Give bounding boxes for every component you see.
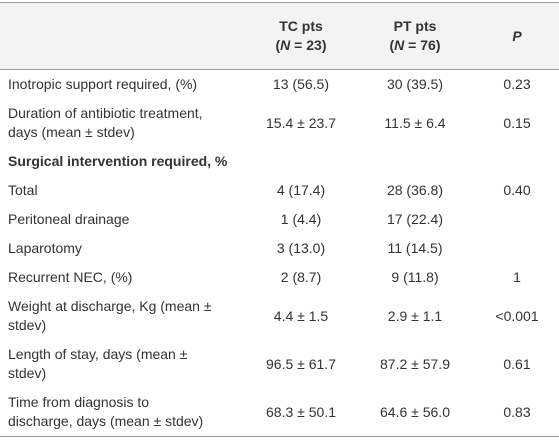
header-cell (0, 2, 245, 70)
column-title: PT pts (393, 18, 437, 34)
empty-cell (473, 234, 559, 263)
column-n: ( (275, 37, 281, 53)
header-cell: PT pts (N = 76) (355, 2, 473, 70)
row-label: Total (0, 176, 245, 205)
row-label-line: stdev) (8, 365, 47, 381)
column-n: N (394, 37, 405, 53)
cell-value: 68.3 ± 50.1 (245, 388, 355, 437)
row-label-line: Inotropic support required, (%) (8, 76, 198, 92)
cell-value: 2 (8.7) (280, 269, 322, 285)
cell-value: 0.15 (503, 114, 531, 131)
table-body: Inotropic support required, (%) 13 (56.5)… (0, 70, 559, 437)
table-row: Weight at discharge, Kg (mean ± stdev) 4.4… (0, 292, 559, 340)
cell-value: 11 (14.5) (387, 240, 443, 256)
row-label-line: days (mean ± stdev) (8, 124, 135, 140)
table-row: Peritoneal drainage 1 (4.4) 17 (22.4) (0, 205, 559, 234)
cell-value: 15.4 ± 23.7 (266, 114, 336, 131)
cell-value: 1 (513, 269, 521, 285)
cell-value: 1 (4.4) (280, 211, 322, 227)
cell-value: 11.5 ± 6.4 (384, 114, 446, 131)
column-n: = 23) (290, 37, 327, 53)
header-cell: TC pts (N = 23) (245, 2, 355, 70)
table-row: Total 4 (17.4) 28 (36.8) 0.40 (0, 176, 559, 205)
header-row: TC pts (N = 23) PT pts (N = 76) P (0, 2, 559, 70)
cell-value: 87.2 ± 57.9 (380, 355, 450, 372)
column-n: ( (389, 37, 395, 53)
row-label-line: discharge, days (mean ± stdev) (8, 413, 204, 429)
row-label: Length of stay, days (mean ± stdev) (0, 340, 245, 388)
row-label: Laparotomy (0, 234, 245, 263)
cell-value: 64.6 ± 56.0 (355, 388, 473, 437)
column-title: TC pts (279, 18, 323, 34)
table-row: Surgical intervention required, % (0, 147, 559, 176)
row-label-line: Recurrent NEC, (%) (8, 269, 133, 285)
cell-value: 13 (56.5) (272, 76, 330, 92)
cell-value: 9 (11.8) (391, 269, 439, 285)
table-row: Duration of antibiotic treatment, days (m… (0, 99, 559, 147)
row-label-line: Total (8, 182, 38, 198)
header-cell: P (473, 2, 559, 70)
row-label-line: Laparotomy (8, 240, 82, 256)
row-label-line: stdev) (8, 317, 47, 333)
cell-value: 4.4 ± 1.5 (273, 307, 329, 324)
cell-value: 0.23 (503, 76, 531, 92)
table-row: Length of stay, days (mean ± stdev) 96.5 ±… (0, 340, 559, 388)
table-row: Laparotomy 3 (13.0) 11 (14.5) (0, 234, 559, 263)
cell-value: 0.40 (503, 182, 531, 198)
cell-value: 4 (17.4) (276, 182, 326, 198)
row-label: Duration of antibiotic treatment, days (m… (0, 99, 245, 147)
row-label-line: Weight at discharge, Kg (mean ± (8, 298, 212, 314)
cell-value: 3 (13.0) (276, 240, 326, 256)
cell-value: <0.001 (495, 307, 539, 324)
row-label-line: Duration of antibiotic treatment, (8, 105, 203, 121)
row-label: Inotropic support required, (%) (0, 70, 245, 100)
cell-value: 17 (22.4) (386, 211, 444, 227)
column-n: = 76) (404, 37, 441, 53)
row-label: Time from diagnosis to discharge, days (m… (0, 388, 245, 437)
row-label: Peritoneal drainage (0, 205, 245, 234)
row-label: Weight at discharge, Kg (mean ± stdev) (0, 292, 245, 340)
table-row: Inotropic support required, (%) 13 (56.5)… (0, 70, 559, 100)
row-label: Recurrent NEC, (%) (0, 263, 245, 292)
row-label-line: Time from diagnosis to (8, 394, 150, 410)
table-header: TC pts (N = 23) PT pts (N = 76) P (0, 2, 559, 70)
row-label-line: Peritoneal drainage (8, 211, 130, 227)
cell-value: 28 (36.8) (386, 182, 444, 198)
p-header: P (512, 27, 522, 44)
cell-value: 2.9 ± 1.1 (387, 307, 443, 324)
table-row: Time from diagnosis to discharge, days (m… (0, 388, 559, 437)
empty-cell (473, 205, 559, 234)
cell-value: 96.5 ± 61.7 (266, 355, 336, 372)
cell-value: 0.83 (473, 388, 559, 437)
section-label: Surgical intervention required, % (8, 153, 228, 169)
cell-value: 0.61 (503, 355, 531, 372)
table-row: Recurrent NEC, (%) 2 (8.7) 9 (11.8) 1 (0, 263, 559, 292)
row-label-line: Length of stay, days (mean ± (8, 346, 188, 362)
cell-value: 30 (39.5) (386, 76, 444, 92)
column-n: N (280, 37, 291, 53)
